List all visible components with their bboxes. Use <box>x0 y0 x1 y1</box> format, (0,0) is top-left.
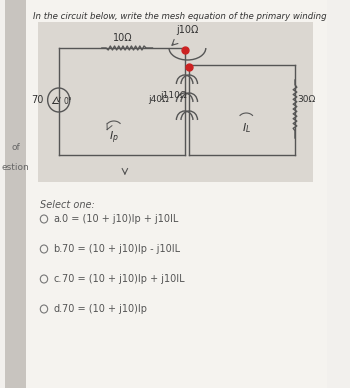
Text: 30Ω: 30Ω <box>298 95 316 104</box>
Text: c.: c. <box>53 274 62 284</box>
Bar <box>5 0 26 388</box>
Text: j40Ω: j40Ω <box>148 95 169 104</box>
Text: j10Ω: j10Ω <box>176 25 198 35</box>
Text: 70 = (10 + j10)Ip + j10IL: 70 = (10 + j10)Ip + j10IL <box>62 274 185 284</box>
Bar <box>37 22 313 182</box>
Text: 70 = (10 + j10)Ip - j10IL: 70 = (10 + j10)Ip - j10IL <box>62 244 181 254</box>
Text: $I_p$: $I_p$ <box>109 130 119 146</box>
Text: Select one:: Select one: <box>40 200 95 210</box>
Text: 10Ω: 10Ω <box>113 33 133 43</box>
Text: v: v <box>55 95 60 104</box>
Text: 70: 70 <box>32 95 44 105</box>
Text: 0°: 0° <box>63 97 72 106</box>
Text: 70 = (10 + j10)Ip: 70 = (10 + j10)Ip <box>62 304 147 314</box>
Text: d.: d. <box>53 304 62 314</box>
Text: of: of <box>11 144 20 152</box>
Text: a.: a. <box>53 214 62 224</box>
Text: j110Ω: j110Ω <box>160 90 187 99</box>
Text: $I_L$: $I_L$ <box>242 121 251 135</box>
Text: b.: b. <box>53 244 62 254</box>
Text: In the circuit below, write the mesh equation of the primary winding: In the circuit below, write the mesh equ… <box>33 12 327 21</box>
Text: estion: estion <box>2 163 29 173</box>
Text: 0 = (10 + j10)Ip + j10IL: 0 = (10 + j10)Ip + j10IL <box>62 214 179 224</box>
Text: ∠: ∠ <box>51 96 60 106</box>
